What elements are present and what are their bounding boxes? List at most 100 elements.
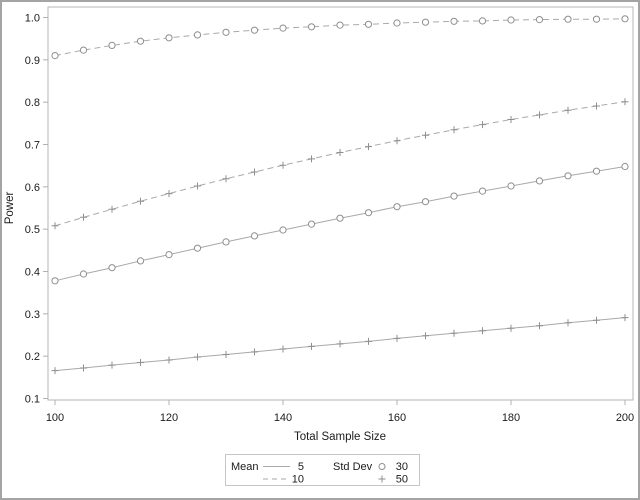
x-tick-label: 100 — [46, 412, 64, 424]
circle-marker-icon — [193, 244, 202, 252]
circle-marker-icon — [307, 220, 316, 228]
circle-marker-icon — [564, 15, 572, 23]
plus-marker-icon — [194, 182, 201, 190]
circle-marker-icon — [336, 214, 344, 222]
legend-plus-marker-icon — [378, 475, 386, 483]
circle-marker-icon — [450, 192, 458, 200]
plus-marker-icon — [222, 175, 230, 183]
circle-marker-icon — [222, 28, 230, 36]
plus-marker-icon — [564, 106, 572, 114]
circle-marker-icon — [51, 52, 59, 60]
plus-marker-icon — [308, 342, 315, 350]
legend-box — [225, 454, 420, 486]
legend-stddev-label: Std Dev — [333, 461, 373, 473]
y-tick-label: 0.9 — [25, 55, 40, 67]
circle-marker-icon — [51, 277, 59, 285]
circle-marker-icon — [535, 16, 544, 24]
plus-marker-icon — [336, 340, 344, 348]
plus-marker-icon — [365, 337, 372, 345]
circle-marker-icon — [279, 226, 287, 234]
circle-marker-icon — [222, 238, 230, 246]
curves-layer — [51, 15, 629, 375]
circle-marker-icon — [507, 16, 515, 24]
plus-marker-icon — [450, 126, 458, 134]
plus-marker-icon — [108, 205, 116, 213]
circle-marker-icon — [478, 187, 487, 195]
plus-marker-icon — [621, 314, 629, 322]
plus-marker-icon — [194, 353, 201, 361]
plus-marker-icon — [536, 322, 543, 330]
plus-marker-icon — [365, 143, 372, 151]
legend-mean-value-10: 10 — [292, 474, 304, 486]
plus-marker-icon — [80, 213, 87, 221]
y-axis-ticks: 0.1 0.2 0.3 0.4 0.5 0.6 0.7 0.8 0.9 1.0 — [25, 13, 48, 406]
curve-mean-10-sd-50 — [54, 101, 626, 227]
plus-marker-icon — [51, 222, 59, 230]
circle-marker-icon — [250, 26, 259, 34]
circle-marker-icon — [279, 24, 287, 32]
circle-marker-icon — [621, 162, 629, 171]
plus-marker-icon — [621, 98, 629, 106]
y-tick-label: 0.6 — [25, 182, 40, 194]
plus-marker-icon — [593, 102, 600, 110]
plus-marker-icon — [165, 356, 173, 364]
plus-marker-icon — [479, 121, 486, 129]
y-tick-label: 0.5 — [25, 224, 40, 236]
plus-marker-icon — [536, 111, 543, 119]
plus-marker-icon — [251, 348, 258, 356]
y-tick-label: 0.7 — [25, 140, 40, 152]
plus-marker-icon — [393, 334, 401, 342]
plus-marker-icon — [137, 197, 144, 205]
circle-marker-icon — [108, 264, 116, 272]
plus-marker-icon — [507, 324, 515, 332]
x-tick-label: 120 — [160, 412, 178, 424]
circle-marker-icon — [535, 177, 544, 185]
plus-marker-icon — [422, 131, 429, 139]
circle-marker-icon — [336, 21, 344, 29]
plot-frame — [47, 6, 634, 401]
circle-marker-icon — [79, 270, 88, 278]
circle-marker-icon — [621, 15, 629, 23]
circle-marker-icon — [592, 15, 601, 23]
legend-stddev-value-50: 50 — [396, 474, 408, 486]
plus-marker-icon — [279, 161, 287, 169]
x-axis-title: Total Sample Size — [294, 431, 386, 443]
plus-marker-icon — [80, 364, 87, 372]
plus-marker-icon — [564, 319, 572, 327]
plus-marker-icon — [593, 316, 600, 324]
plus-marker-icon — [251, 168, 258, 176]
y-tick-label: 0.8 — [25, 97, 40, 109]
plus-marker-icon — [51, 367, 59, 375]
plus-marker-icon — [479, 327, 486, 335]
plus-marker-icon — [507, 116, 515, 123]
y-tick-label: 0.4 — [25, 267, 40, 279]
circle-marker-icon — [307, 23, 316, 31]
circle-marker-icon — [507, 182, 515, 190]
x-tick-label: 140 — [274, 412, 292, 424]
x-tick-label: 160 — [388, 412, 406, 424]
y-tick-label: 0.2 — [25, 351, 40, 363]
y-axis-title: Power — [4, 192, 16, 225]
plus-marker-icon — [108, 361, 116, 369]
circle-marker-icon — [193, 31, 202, 39]
legend-mean-value-5: 5 — [298, 461, 304, 473]
circle-marker-icon — [421, 198, 430, 206]
circle-marker-icon — [136, 257, 145, 265]
plus-marker-icon — [422, 332, 429, 340]
circle-marker-icon — [165, 34, 173, 42]
circle-marker-icon — [421, 18, 430, 26]
circle-marker-icon — [393, 203, 401, 211]
legend-stddev-value-30: 30 — [396, 461, 408, 473]
plus-marker-icon — [450, 329, 458, 337]
plus-marker-icon — [308, 155, 315, 163]
circle-marker-icon — [564, 172, 572, 180]
y-tick-label: 0.1 — [25, 394, 40, 406]
y-tick-label: 1.0 — [25, 13, 40, 25]
circle-marker-icon — [79, 46, 88, 54]
circle-marker-icon — [592, 167, 601, 175]
circle-marker-icon — [250, 232, 259, 240]
plus-marker-icon — [165, 190, 173, 198]
circle-marker-icon — [478, 17, 487, 25]
plus-marker-icon — [222, 351, 230, 358]
plus-marker-icon — [137, 359, 144, 366]
